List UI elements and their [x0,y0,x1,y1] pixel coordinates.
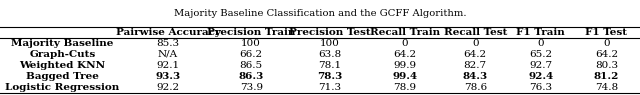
Text: 93.3: 93.3 [156,72,180,81]
Text: 0: 0 [538,39,544,48]
Text: 78.1: 78.1 [318,61,341,70]
Text: Precision Test: Precision Test [289,28,371,37]
Text: Graph-Cuts: Graph-Cuts [29,50,95,59]
Text: 100: 100 [241,39,261,48]
Text: 92.1: 92.1 [156,61,180,70]
Text: F1 Train: F1 Train [516,28,565,37]
Text: 65.2: 65.2 [529,50,552,59]
Text: 80.3: 80.3 [595,61,618,70]
Text: 99.9: 99.9 [393,61,417,70]
Text: 78.3: 78.3 [317,72,342,81]
Text: 92.7: 92.7 [529,61,552,70]
Text: 85.3: 85.3 [156,39,180,48]
Text: F1 Test: F1 Test [586,28,627,37]
Text: Precision Train: Precision Train [207,28,296,37]
Text: N/A: N/A [158,50,178,59]
Text: 74.8: 74.8 [595,83,618,92]
Text: 0: 0 [401,39,408,48]
Text: Recall Test: Recall Test [444,28,507,37]
Text: 76.3: 76.3 [529,83,552,92]
Text: 66.2: 66.2 [239,50,263,59]
Text: 100: 100 [319,39,340,48]
Text: Majority Baseline: Majority Baseline [12,39,113,48]
Text: 92.4: 92.4 [528,72,554,81]
Text: 0: 0 [472,39,479,48]
Text: 92.2: 92.2 [156,83,180,92]
Text: Logistic Regression: Logistic Regression [5,83,120,92]
Text: 86.3: 86.3 [239,72,264,81]
Text: 63.8: 63.8 [318,50,341,59]
Text: 86.5: 86.5 [239,61,263,70]
Text: 84.3: 84.3 [463,72,488,81]
Text: Pairwise Accuracy: Pairwise Accuracy [116,28,220,37]
Text: 64.2: 64.2 [463,50,487,59]
Text: 82.7: 82.7 [463,61,487,70]
Text: 99.4: 99.4 [392,72,417,81]
Text: Recall Train: Recall Train [370,28,440,37]
Text: Weighted KNN: Weighted KNN [19,61,106,70]
Text: Bagged Tree: Bagged Tree [26,72,99,81]
Text: 64.2: 64.2 [595,50,618,59]
Text: Majority Baseline Classification and the GCFF Algorithm.: Majority Baseline Classification and the… [173,9,467,18]
Text: 64.2: 64.2 [393,50,417,59]
Text: 71.3: 71.3 [318,83,341,92]
Text: 81.2: 81.2 [594,72,619,81]
Text: 78.6: 78.6 [463,83,487,92]
Text: 0: 0 [603,39,610,48]
Text: 78.9: 78.9 [393,83,417,92]
Text: 73.9: 73.9 [239,83,263,92]
